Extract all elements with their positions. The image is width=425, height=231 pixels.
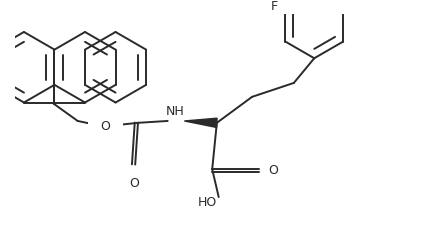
Polygon shape (184, 119, 217, 128)
Text: NH: NH (166, 105, 184, 118)
Text: HO: HO (198, 195, 217, 208)
Text: O: O (268, 163, 278, 176)
Text: F: F (271, 0, 278, 13)
Text: O: O (129, 176, 139, 189)
Text: O: O (101, 120, 110, 133)
